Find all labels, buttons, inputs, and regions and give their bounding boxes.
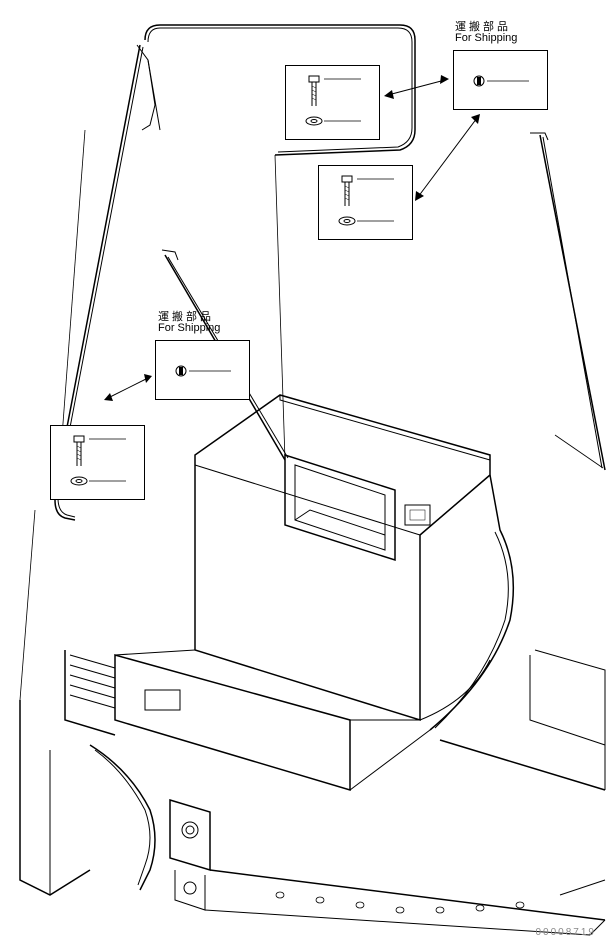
callout-plug-1 xyxy=(453,50,548,110)
double-arrow xyxy=(104,374,152,401)
callout-bolt-washer-2 xyxy=(318,165,413,240)
callout-plug-2 xyxy=(155,340,250,400)
shipping-label-en-2: For Shipping xyxy=(158,322,220,334)
drawing-number: 00008719 xyxy=(536,927,597,938)
double-arrow xyxy=(384,75,449,99)
cab-window xyxy=(285,455,395,560)
callout-bolt-washer-3 xyxy=(50,425,145,500)
diagram-container: 運搬部品 For Shipping 運搬部品 For Shipping 0000… xyxy=(0,0,606,943)
bottom-plate xyxy=(210,870,605,920)
leader-line xyxy=(555,435,603,468)
hitch-assembly xyxy=(170,800,210,870)
leader-line xyxy=(20,510,35,700)
chassis-left xyxy=(20,700,90,895)
cab-detail-box xyxy=(405,505,430,525)
shipping-label-en-1: For Shipping xyxy=(455,32,517,44)
double-arrow xyxy=(415,114,480,201)
frame-arm-right xyxy=(430,475,513,730)
callout-bolt-washer-1 xyxy=(285,65,380,140)
cab-body xyxy=(195,395,490,720)
frame-arm-left xyxy=(90,745,155,890)
seat-platform xyxy=(115,655,350,790)
leader-line xyxy=(275,155,285,460)
